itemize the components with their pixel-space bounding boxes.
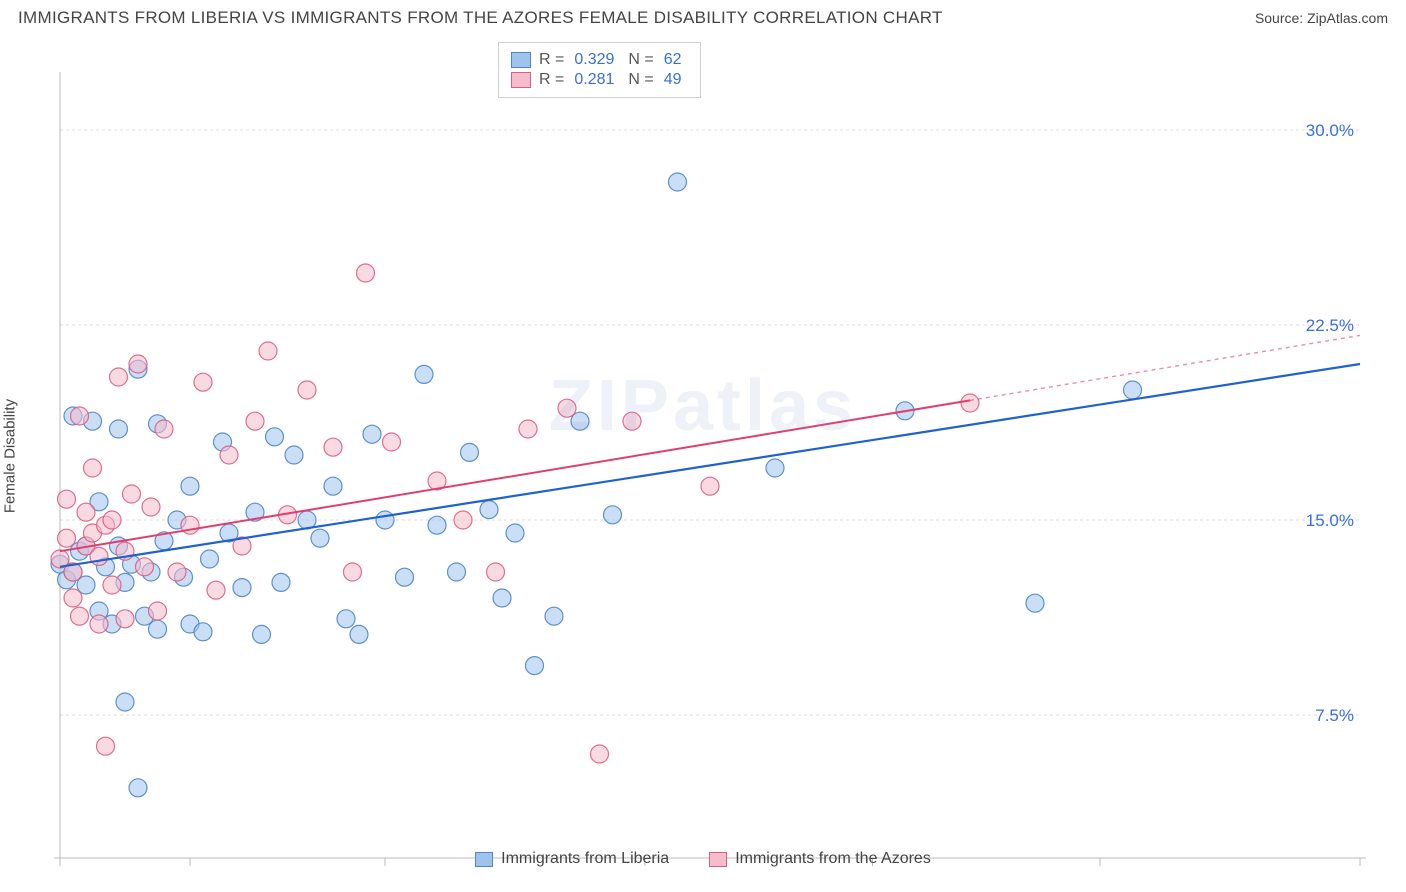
- scatter-chart: 7.5% 15.0% 22.5% 30.0% 0.0% 20.0%: [18, 38, 1388, 874]
- plot-area: Female Disability ZIPatlas 7.5%15.0%22.5…: [18, 38, 1388, 874]
- svg-text:7.5%: 7.5%: [1315, 706, 1354, 725]
- legend-item: Immigrants from Liberia: [475, 850, 669, 868]
- source-label: Source: ZipAtlas.com: [1255, 10, 1388, 26]
- y-axis-label: Female Disability: [2, 399, 19, 513]
- svg-text:15.0%: 15.0%: [1306, 511, 1354, 530]
- svg-text:30.0%: 30.0%: [1306, 121, 1354, 140]
- chart-title: IMMIGRANTS FROM LIBERIA VS IMMIGRANTS FR…: [18, 8, 943, 28]
- svg-text:22.5%: 22.5%: [1306, 316, 1354, 335]
- series-legend: Immigrants from Liberia Immigrants from t…: [18, 850, 1388, 868]
- legend-corr-row: R =0.329N =62: [511, 51, 688, 69]
- svg-text:0.0%: 0.0%: [60, 871, 99, 874]
- legend-corr-row: R =0.281N =49: [511, 71, 688, 89]
- correlation-legend: R =0.329N =62 R =0.281N =49: [498, 42, 701, 98]
- title-bar: IMMIGRANTS FROM LIBERIA VS IMMIGRANTS FR…: [0, 0, 1406, 32]
- legend-item: Immigrants from the Azores: [709, 850, 931, 868]
- svg-text:20.0%: 20.0%: [1312, 871, 1360, 874]
